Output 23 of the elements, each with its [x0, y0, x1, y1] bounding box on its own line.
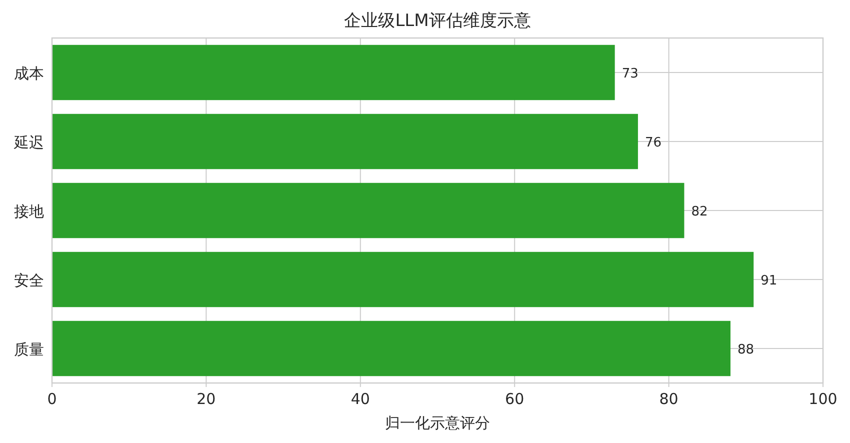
- y-tick-label: 延迟: [13, 134, 44, 152]
- bar: [52, 182, 684, 238]
- x-tick-label: 60: [505, 390, 524, 408]
- y-tick-label: 质量: [14, 340, 44, 358]
- bar: [52, 252, 754, 308]
- data-label: 73: [622, 66, 638, 82]
- x-axis-title: 归一化示意评分: [385, 414, 490, 432]
- chart-title: 企业级LLM评估维度示意: [344, 11, 531, 31]
- bar: [52, 114, 638, 170]
- data-label: 91: [760, 274, 778, 288]
- x-tick-label: 80: [659, 390, 678, 408]
- bar: [52, 320, 730, 376]
- x-tick-label: 0: [47, 390, 57, 408]
- y-tick-label: 成本: [14, 64, 44, 82]
- x-tick-label: 100: [808, 390, 838, 408]
- data-label: 76: [644, 136, 662, 150]
- x-tick-label: 20: [196, 390, 216, 408]
- y-tick-label: 接地: [14, 202, 44, 220]
- x-tick-label: 40: [350, 390, 370, 408]
- data-label: 88: [737, 342, 754, 358]
- bar: [52, 44, 615, 100]
- data-label: 82: [691, 204, 708, 220]
- y-tick-label: 安全: [14, 272, 44, 290]
